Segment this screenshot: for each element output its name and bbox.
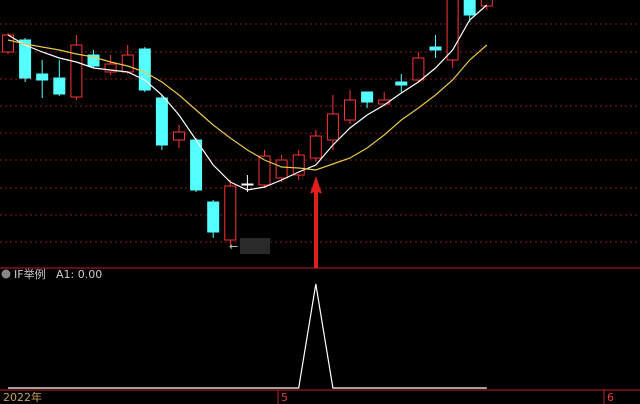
masked-label [240,238,270,254]
candle-body [70,44,83,98]
candle-body [207,201,220,233]
candle-body [53,77,66,95]
candle-body [395,81,408,86]
indicator-line [8,283,487,389]
candle-body [173,131,185,141]
indicator-line [7,39,488,171]
candle-body [241,183,254,186]
candle-body [446,0,459,61]
candle-body [378,99,391,105]
period-label: 5 [281,391,288,404]
candle-body [258,155,271,186]
candle-body [36,73,49,81]
period-label: 6 [607,391,614,404]
candle-body [275,159,288,179]
candle-body [326,113,339,141]
grid [0,23,640,243]
candle-body [463,0,476,16]
indicator-value: A1: 0.00 [56,268,102,281]
annotation: ← [229,240,238,253]
candle-body [344,99,356,121]
candle-body [224,185,237,241]
candle-body [480,0,493,7]
candle-body [104,63,117,73]
candle-body [190,139,203,191]
candle-body [429,46,442,51]
candle-body [19,39,32,79]
candle-body [292,154,305,176]
candle-body [309,135,322,159]
candle-body [87,54,100,67]
signal-arrow [310,176,322,268]
price-panel [2,0,493,245]
period-label: 2022年 [3,390,42,404]
candle-body [155,97,168,146]
indicator-title: IF举例 [14,267,46,281]
indicator-panel [8,283,487,389]
candle-body [361,91,374,103]
indicator-icon [1,269,11,279]
indicator-line [7,4,488,191]
candle-body [121,54,134,73]
candle-body [412,57,425,81]
